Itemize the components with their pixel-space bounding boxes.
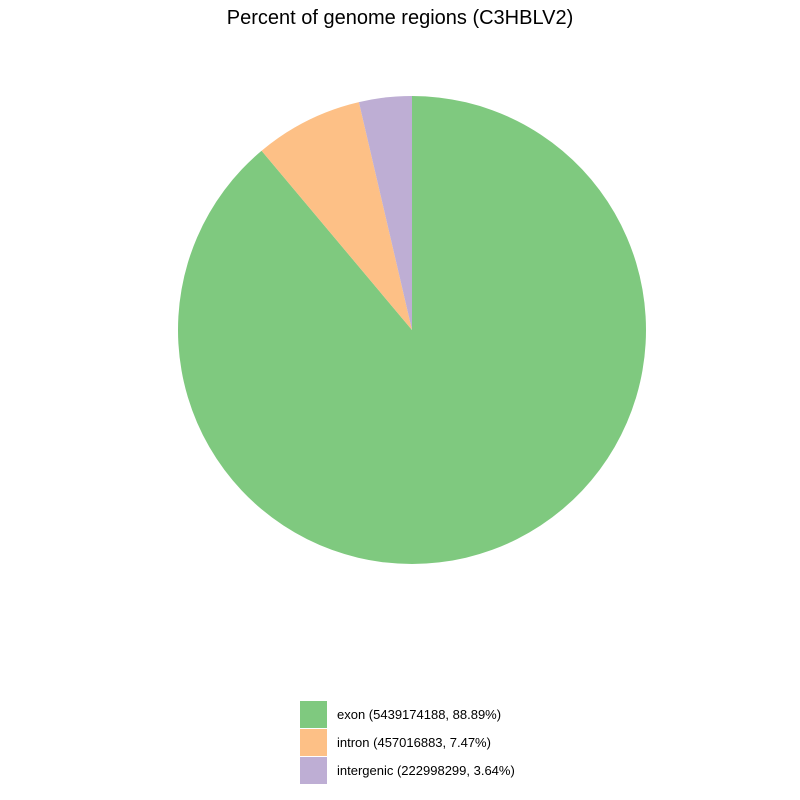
legend-swatch-intron <box>300 728 327 756</box>
legend-item-exon: exon (5439174188, 88.89%) <box>300 700 600 728</box>
pie-slice-exon <box>177 96 646 565</box>
chart-title: Percent of genome regions (C3HBLV2) <box>226 7 574 29</box>
legend-swatch-intergenic <box>300 756 327 784</box>
legend-swatch-exon <box>300 700 327 728</box>
legend-item-intergenic: intergenic (222998299, 3.64%) <box>300 756 600 784</box>
legend-label-intron: intron (457016883, 7.47%) <box>337 734 491 750</box>
pie-slice-intergenic <box>358 96 412 330</box>
legend: exon (5439174188, 88.89%) intron (457016… <box>300 700 600 784</box>
legend-item-intron: intron (457016883, 7.47%) <box>300 728 600 756</box>
legend-label-intergenic: intergenic (222998299, 3.64%) <box>337 762 515 778</box>
legend-label-exon: exon (5439174188, 88.89%) <box>337 706 502 722</box>
pie-slice-intron <box>261 102 412 330</box>
